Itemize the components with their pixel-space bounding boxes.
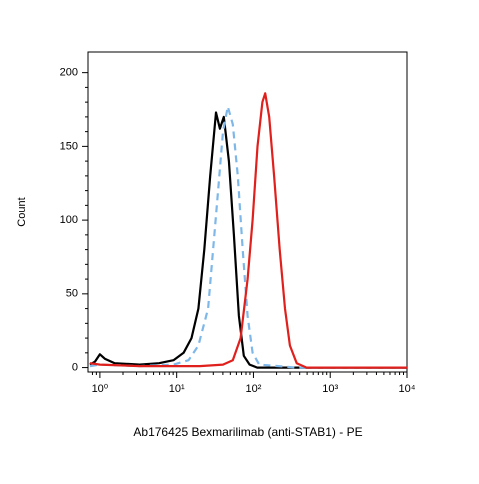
x-axis-label: Ab176425 Bexmarilimab (anti-STAB1) - PE: [133, 425, 362, 439]
y-tick-label: 100: [60, 214, 78, 226]
y-tick-label: 50: [66, 288, 78, 300]
histogram-line: [89, 92, 407, 369]
y-tick-label: 0: [72, 361, 78, 373]
y-tick-label: 150: [60, 140, 78, 152]
y-axis-label: Count: [16, 197, 28, 226]
x-tick-label: 10⁴: [399, 383, 416, 395]
plot-frame: [87, 51, 408, 373]
x-tick-label: 10²: [245, 383, 261, 395]
histogram-line: [89, 111, 407, 369]
y-tick-label: 200: [60, 67, 78, 79]
x-tick-label: 10¹: [169, 383, 185, 395]
x-tick-label: 10⁰: [92, 383, 109, 395]
x-tick-label: 10³: [322, 383, 338, 395]
histogram-line: [89, 105, 407, 369]
